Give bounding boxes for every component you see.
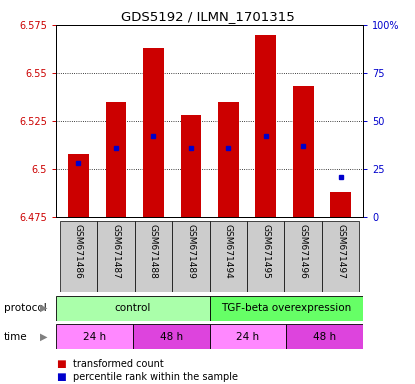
Text: ▶: ▶: [40, 303, 48, 313]
Bar: [247, 221, 284, 292]
Text: GSM671489: GSM671489: [186, 224, 195, 279]
Bar: [286, 324, 363, 349]
Bar: [135, 221, 172, 292]
Bar: [181, 115, 201, 217]
Bar: [210, 324, 286, 349]
Bar: [256, 35, 276, 217]
Text: GSM671495: GSM671495: [261, 224, 270, 279]
Bar: [293, 86, 313, 217]
Text: GSM671496: GSM671496: [299, 224, 308, 279]
Bar: [68, 154, 89, 217]
Text: GSM671486: GSM671486: [74, 224, 83, 279]
Text: 24 h: 24 h: [83, 332, 106, 342]
Bar: [56, 296, 210, 321]
Bar: [218, 102, 239, 217]
Text: control: control: [115, 303, 151, 313]
Text: GDS5192 / ILMN_1701315: GDS5192 / ILMN_1701315: [121, 10, 294, 23]
Bar: [284, 221, 322, 292]
Text: TGF-beta overexpression: TGF-beta overexpression: [221, 303, 352, 313]
Text: transformed count: transformed count: [73, 359, 164, 369]
Text: GSM671494: GSM671494: [224, 224, 233, 279]
Text: protocol: protocol: [4, 303, 47, 313]
Bar: [330, 192, 351, 217]
Text: GSM671487: GSM671487: [112, 224, 120, 279]
Text: time: time: [4, 332, 28, 342]
Text: percentile rank within the sample: percentile rank within the sample: [73, 372, 238, 382]
Bar: [210, 296, 363, 321]
Bar: [97, 221, 135, 292]
Text: GSM671497: GSM671497: [336, 224, 345, 279]
Bar: [106, 102, 126, 217]
Text: GSM671488: GSM671488: [149, 224, 158, 279]
Bar: [56, 324, 133, 349]
Bar: [133, 324, 210, 349]
Text: 24 h: 24 h: [237, 332, 259, 342]
Bar: [172, 221, 210, 292]
Text: ■: ■: [56, 372, 66, 382]
Bar: [60, 221, 97, 292]
Text: ■: ■: [56, 359, 66, 369]
Bar: [322, 221, 359, 292]
Text: 48 h: 48 h: [313, 332, 336, 342]
Text: 48 h: 48 h: [160, 332, 183, 342]
Bar: [143, 48, 164, 217]
Bar: [210, 221, 247, 292]
Text: ▶: ▶: [40, 332, 48, 342]
